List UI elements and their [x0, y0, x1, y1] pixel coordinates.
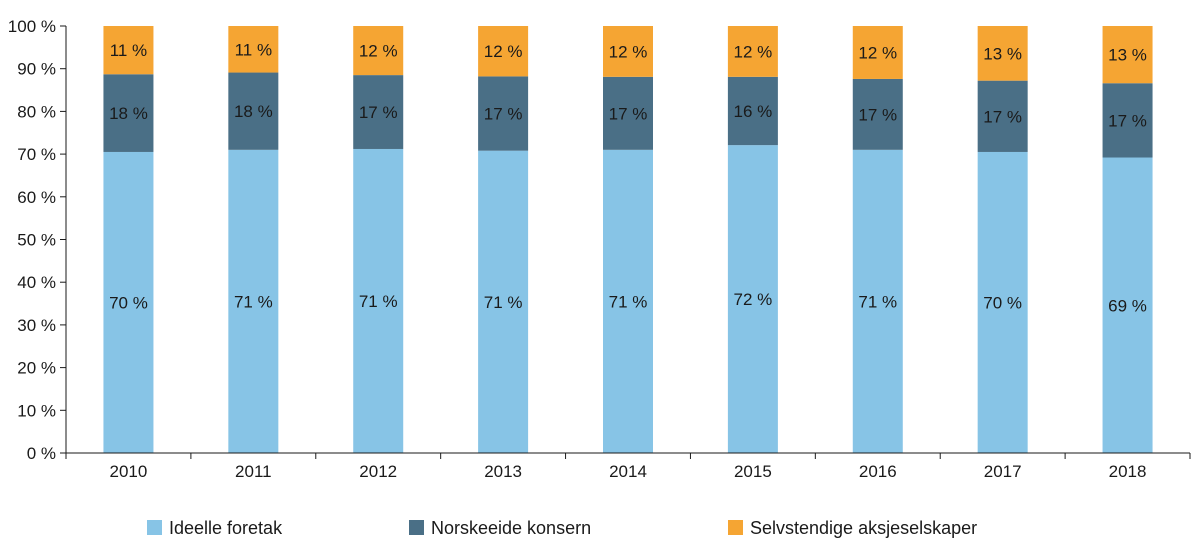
data-label: 13 % — [1108, 46, 1147, 65]
bar-segment-ideelle-foretak-2012 — [353, 148, 404, 453]
data-label: 71 % — [609, 292, 648, 311]
y-tick-label: 60 % — [17, 188, 56, 207]
x-tick-label: 2016 — [859, 462, 897, 481]
bar-segment-norskeeide-konsern-2018 — [1102, 83, 1153, 158]
legend-label: Selvstendige aksjeselskaper — [750, 518, 977, 538]
bar-segment-norskeeide-konsern-2011 — [228, 72, 279, 150]
bar-segment-norskeeide-konsern-2014 — [603, 76, 653, 150]
y-tick-label: 30 % — [17, 316, 56, 335]
bar-stack-2011: 71 % 18 % 11 % — [228, 26, 279, 453]
legend-swatch — [728, 520, 743, 535]
data-label: 72 % — [734, 290, 773, 309]
bar-stack-2012: 71 % 17 % 12 % — [353, 26, 404, 453]
y-tick-label: 90 % — [17, 60, 56, 79]
y-tick-label: 100 % — [8, 17, 56, 36]
bar-segment-selvstendige-aksjeselskaper-2012 — [353, 26, 404, 76]
bar-segment-ideelle-foretak-2014 — [603, 149, 653, 453]
bar-segment-norskeeide-konsern-2016 — [852, 78, 903, 150]
legend-label: Ideelle foretak — [169, 518, 283, 538]
bar-stack-2010: 70 % 18 % 11 % — [103, 26, 154, 453]
bar-segment-norskeeide-konsern-2017 — [977, 80, 1028, 152]
data-label: 12 % — [484, 42, 523, 61]
y-axis: 0 % 10 % 20 % 30 % 40 % 50 % 60 % 70 % 80 % 90 % 1… — [8, 17, 67, 463]
bar-segment-selvstendige-aksjeselskaper-2018 — [1102, 26, 1153, 84]
bar-segment-norskeeide-konsern-2012 — [353, 75, 404, 149]
legend-swatch — [147, 520, 162, 535]
bar-segment-selvstendige-aksjeselskaper-2017 — [977, 26, 1028, 81]
bar-segment-norskeeide-konsern-2010 — [103, 74, 154, 152]
bar-segment-selvstendige-aksjeselskaper-2016 — [852, 26, 903, 79]
data-label: 71 % — [484, 293, 523, 312]
data-label: 16 % — [734, 102, 773, 121]
bar-segment-ideelle-foretak-2013 — [478, 150, 529, 453]
data-label: 69 % — [1108, 296, 1147, 315]
bar-segment-ideelle-foretak-2011 — [228, 149, 279, 453]
data-label: 18 % — [109, 104, 148, 123]
y-tick-label: 20 % — [17, 359, 56, 378]
x-tick-label: 2011 — [235, 462, 272, 481]
y-tick-label: 40 % — [17, 273, 56, 292]
legend: Ideelle foretak Norskeeide konsern Selvste… — [147, 518, 977, 538]
bar-stack-2013: 71 % 17 % 12 % — [478, 26, 529, 453]
x-tick-label: 2012 — [359, 462, 397, 481]
bar-segment-selvstendige-aksjeselskaper-2014 — [603, 26, 653, 77]
data-label: 11 % — [235, 40, 273, 59]
x-tick-label: 2010 — [110, 462, 148, 481]
y-tick-label: 0 % — [27, 444, 56, 463]
legend-item-ideelle-foretak: Ideelle foretak — [147, 518, 283, 538]
y-tick-label: 50 % — [17, 231, 56, 250]
x-tick-label: 2017 — [984, 462, 1022, 481]
data-label: 17 % — [858, 105, 897, 124]
data-label: 71 % — [234, 292, 273, 311]
data-label: 18 % — [234, 102, 273, 121]
bar-stack-2017: 70 % 17 % 13 % — [977, 26, 1028, 453]
legend-swatch — [409, 520, 424, 535]
data-label: 13 % — [983, 44, 1022, 63]
data-label: 12 % — [359, 42, 398, 61]
data-label: 17 % — [609, 104, 648, 123]
bar-segment-selvstendige-aksjeselskaper-2013 — [478, 26, 529, 77]
bar-segment-ideelle-foretak-2015 — [727, 145, 778, 453]
data-label: 70 % — [983, 293, 1022, 312]
data-label: 17 % — [359, 103, 398, 122]
bar-segment-ideelle-foretak-2016 — [852, 149, 903, 453]
data-label: 70 % — [109, 293, 148, 312]
bar-stack-2016: 71 % 17 % 12 % — [852, 26, 903, 453]
bar-segment-selvstendige-aksjeselskaper-2011 — [228, 26, 279, 73]
bar-stack-2015: 72 % 16 % 12 % — [727, 26, 778, 453]
y-tick-label: 80 % — [17, 102, 56, 121]
bar-segment-ideelle-foretak-2010 — [103, 151, 154, 453]
legend-item-selvstendige-aksjeselskaper: Selvstendige aksjeselskaper — [728, 518, 977, 538]
data-label: 71 % — [359, 292, 398, 311]
data-label: 12 % — [858, 43, 897, 62]
data-label: 17 % — [484, 105, 523, 124]
data-label: 17 % — [983, 107, 1022, 126]
y-tick-label: 70 % — [17, 145, 56, 164]
data-label: 11 % — [110, 41, 148, 60]
bar-segment-norskeeide-konsern-2013 — [478, 76, 529, 151]
data-label: 12 % — [609, 42, 648, 61]
data-label: 17 % — [1108, 111, 1147, 130]
bar-segment-ideelle-foretak-2017 — [977, 151, 1028, 453]
x-tick-label: 2013 — [484, 462, 522, 481]
data-label: 12 % — [734, 42, 773, 61]
y-tick-label: 10 % — [17, 401, 56, 420]
bar-segment-norskeeide-konsern-2015 — [727, 76, 778, 146]
bar-segment-ideelle-foretak-2018 — [1102, 157, 1153, 454]
x-tick-label: 2018 — [1109, 462, 1147, 481]
bar-segment-selvstendige-aksjeselskaper-2015 — [727, 26, 778, 77]
x-tick-label: 2014 — [609, 462, 647, 481]
bars: 70 %18 %11 %71 %18 %11 %71 %17 %12 %71 %… — [103, 26, 1153, 454]
bar-stack-2018: 69 % 17 % 13 % — [1102, 26, 1153, 454]
bar-segment-selvstendige-aksjeselskaper-2010 — [103, 26, 154, 75]
data-label: 71 % — [858, 292, 897, 311]
bar-stack-2014: 71 % 17 % 12 % — [603, 26, 653, 453]
x-tick-label: 2015 — [734, 462, 772, 481]
legend-label: Norskeeide konsern — [431, 518, 591, 538]
x-axis: 2010 2011 2012 2013 2014 2015 2016 2017 2018 — [65, 452, 1191, 481]
legend-item-norskeeide-konsern: Norskeeide konsern — [409, 518, 591, 538]
